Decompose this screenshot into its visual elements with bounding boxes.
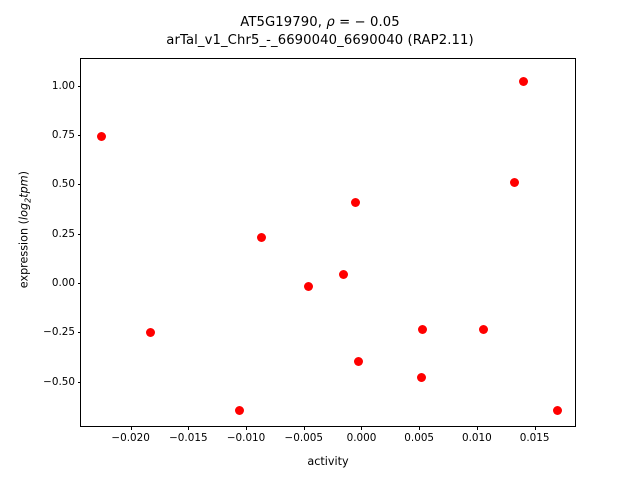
data-point <box>418 324 428 334</box>
y-label-suffix: ) <box>17 171 31 176</box>
x-axis-tick <box>534 426 536 430</box>
plot-data-area <box>81 59 575 426</box>
x-axis-tick-label: 0.005 <box>404 432 435 444</box>
y-axis-tick <box>77 332 81 334</box>
x-axis-label: activity <box>307 455 349 468</box>
y-axis-label: expression (log2tpm) <box>17 120 32 340</box>
x-axis-tick-label: 0.000 <box>346 432 377 444</box>
title-separator: , <box>317 15 327 30</box>
y-axis-tick <box>77 184 81 186</box>
data-point <box>416 372 426 382</box>
chart-title-line-2: arTal_v1_Chr5_-_6690040_6690040 (RAP2.11… <box>166 33 474 48</box>
x-axis-tick-label: −0.015 <box>169 432 208 444</box>
y-axis-tick-label: −0.25 <box>43 326 75 339</box>
x-axis-tick <box>188 426 190 430</box>
y-axis-tick-label: 0.25 <box>51 227 75 240</box>
plot-axes: −0.020 −0.015 −0.010 −0.005 0.000 0.005 0.010 0… <box>43 58 576 444</box>
chart-title: AT5G19790, ρ = − 0.05 arTal_v1_Chr5_-_66… <box>0 14 640 50</box>
y-axis-tick-label: 1.00 <box>51 79 75 92</box>
y-axis-tick-label: 0.75 <box>51 128 75 141</box>
y-axis-tick <box>77 282 81 284</box>
y-axis-tick-label: −0.50 <box>43 375 75 388</box>
x-axis-tick-label: −0.010 <box>226 432 266 444</box>
y-label-log: log <box>17 202 31 220</box>
y-axis-tick-label: 0.00 <box>51 276 75 289</box>
x-axis-tick <box>361 426 363 430</box>
title-gene-id: AT5G19790 <box>240 15 318 30</box>
rho-value: = − 0.05 <box>334 15 400 30</box>
x-axis-tick <box>476 426 478 430</box>
x-axis-tick <box>419 426 421 430</box>
data-point <box>479 324 489 334</box>
data-point <box>338 269 348 279</box>
y-axis-tick-label: 0.50 <box>51 178 75 191</box>
x-axis-tick-label: 0.015 <box>519 432 550 444</box>
data-point <box>510 178 520 188</box>
data-point <box>256 232 266 242</box>
y-axis-tick <box>77 233 81 235</box>
y-axis-tick <box>77 381 81 383</box>
x-axis-tick <box>303 426 305 430</box>
data-point <box>553 405 563 415</box>
data-point <box>353 356 363 366</box>
x-axis-tick-label: −0.020 <box>111 432 150 444</box>
chart-title-line-1: AT5G19790, ρ = − 0.05 <box>0 14 640 32</box>
data-point <box>145 328 155 338</box>
data-point <box>303 281 313 291</box>
rho-symbol: ρ <box>326 15 335 30</box>
x-axis-tick <box>246 426 248 430</box>
data-point <box>351 197 361 207</box>
x-axis-tick-label: −0.005 <box>284 432 323 444</box>
data-point <box>518 77 528 87</box>
y-label-subscript: 2 <box>23 197 33 203</box>
y-axis-tick <box>77 85 81 87</box>
data-point <box>97 132 107 142</box>
y-label-prefix: expression ( <box>17 219 31 289</box>
y-label-tpm: tpm <box>17 175 31 198</box>
x-axis-tick-label: 0.010 <box>462 432 492 444</box>
x-axis-tick <box>130 426 132 430</box>
y-axis-tick <box>77 134 81 136</box>
data-point <box>234 405 244 415</box>
